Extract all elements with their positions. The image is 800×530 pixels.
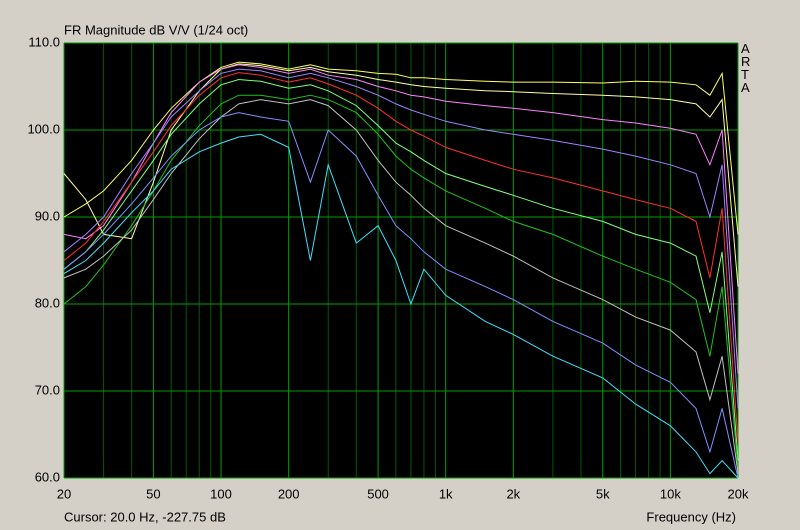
side-label: ARTA: [741, 41, 751, 95]
response-curve: [63, 133, 739, 479]
response-curve: [63, 64, 739, 374]
response-curve: [63, 63, 739, 287]
response-curve: [63, 61, 739, 235]
x-tick-label: 500: [367, 486, 389, 501]
x-tick-label: 50: [146, 486, 160, 501]
x-tick-label: 5k: [596, 486, 610, 501]
chart-title: FR Magnitude dB V/V (1/24 oct): [64, 22, 248, 37]
y-tick-label: 80.0: [35, 295, 60, 310]
response-curve: [63, 112, 739, 479]
x-tick-label: 100: [210, 486, 232, 501]
x-tick-label: 1k: [439, 486, 453, 501]
y-tick-label: 60.0: [35, 469, 60, 484]
x-tick-label: 200: [278, 486, 300, 501]
response-curve: [63, 94, 739, 470]
response-curve: [63, 99, 739, 474]
x-tick-label: 2k: [506, 486, 520, 501]
y-tick-label: 90.0: [35, 208, 60, 223]
plot-area: [64, 43, 738, 478]
x-tick-label: 20: [57, 486, 71, 501]
response-curve: [63, 78, 739, 461]
y-tick-label: 100.0: [27, 121, 60, 136]
x-axis-label: Frequency (Hz): [646, 509, 736, 524]
x-tick-label: 10k: [660, 486, 681, 501]
y-tick-label: 70.0: [35, 382, 60, 397]
cursor-readout: Cursor: 20.0 Hz, -227.75 dB: [64, 509, 226, 524]
x-tick-label: 20k: [728, 486, 749, 501]
response-curve: [63, 68, 739, 409]
response-curve: [63, 72, 739, 444]
y-tick-label: 110.0: [28, 34, 60, 49]
